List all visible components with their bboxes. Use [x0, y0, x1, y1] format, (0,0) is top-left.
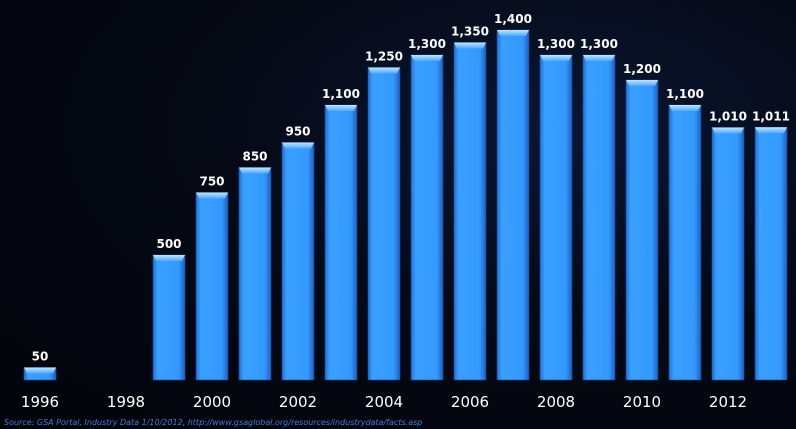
value-label-2004: 1,250: [365, 50, 403, 64]
value-label-1999: 500: [156, 237, 181, 251]
value-label-2010: 1,200: [623, 62, 661, 76]
value-label-1996: 50: [32, 350, 49, 364]
value-label-2008: 1,300: [537, 37, 575, 51]
bars: [23, 29, 788, 381]
bar-2002: [281, 142, 315, 381]
bar-top-2000: [196, 192, 228, 199]
bar-top-1999: [153, 255, 185, 261]
bar-2011: [668, 104, 702, 381]
value-label-2006: 1,350: [451, 25, 489, 39]
bar-2009: [582, 54, 616, 381]
x-tick-2006: 2006: [451, 393, 489, 411]
bar-2005: [410, 54, 444, 381]
bar-2004: [367, 67, 401, 381]
bar-top-2005: [411, 55, 443, 61]
bar-top-2008: [540, 55, 572, 61]
bar-2007: [496, 29, 530, 381]
value-label-2003: 1,100: [322, 87, 360, 101]
bar-1999: [152, 254, 186, 381]
bar-top-1996: [24, 367, 56, 374]
bar-2013: [754, 126, 788, 381]
bar-top-2003: [325, 105, 357, 111]
bar-top-2009: [583, 55, 615, 61]
value-label-2000: 750: [199, 175, 224, 189]
x-tick-1998: 1998: [107, 393, 145, 411]
bar-2003: [324, 104, 358, 381]
x-tick-2004: 2004: [365, 393, 403, 411]
x-tick-2012: 2012: [709, 393, 747, 411]
x-tick-2002: 2002: [279, 393, 317, 411]
bar-2001: [238, 167, 272, 381]
value-label-2012: 1,010: [709, 110, 747, 124]
x-tick-2000: 2000: [193, 393, 231, 411]
bar-top-2004: [368, 67, 400, 74]
value-label-2011: 1,100: [666, 87, 704, 101]
value-label-2007: 1,400: [494, 12, 532, 26]
bar-top-2011: [669, 105, 701, 111]
bar-top-2006: [454, 42, 486, 49]
bar-top-2001: [239, 167, 271, 174]
bar-top-2013: [755, 127, 787, 134]
value-label-2013: 1,011: [752, 109, 790, 123]
value-label-2005: 1,300: [408, 37, 446, 51]
bar-2008: [539, 54, 573, 381]
bar-top-2007: [497, 30, 529, 36]
x-tick-1996: 1996: [21, 393, 59, 411]
bar-2000: [195, 192, 229, 381]
x-axis-tick-labels: 1996 1998 2000 2002 2004 2006 2008 2010 2012: [21, 393, 747, 411]
x-tick-2010: 2010: [623, 393, 661, 411]
value-label-2001: 850: [242, 150, 267, 164]
bar-2006: [453, 42, 487, 381]
value-label-2009: 1,300: [580, 37, 618, 51]
value-label-2002: 950: [285, 125, 310, 139]
bar-top-2002: [282, 142, 314, 149]
source-note: Source: GSA Portal, Industry Data 1/10/2…: [4, 418, 423, 427]
bar-top-2010: [626, 80, 658, 86]
bar-2010: [625, 79, 659, 381]
bar-top-2012: [712, 127, 744, 134]
bar-2012: [711, 127, 745, 381]
value-labels: 50 500 750 850 950 1,100 1,250 1,300 1,350 1,400 1…: [32, 12, 790, 364]
x-tick-2008: 2008: [537, 393, 575, 411]
